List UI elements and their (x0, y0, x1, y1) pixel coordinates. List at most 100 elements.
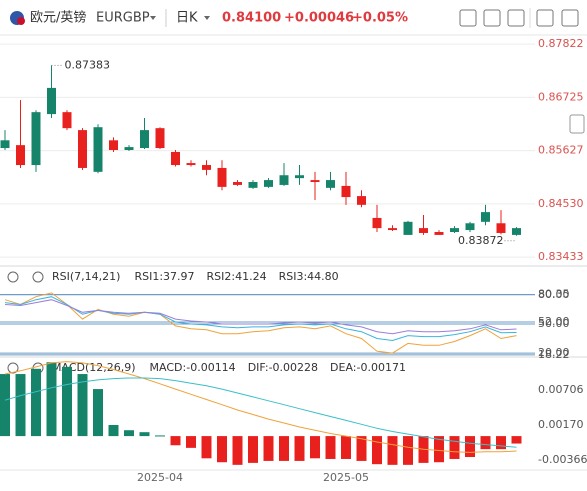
candle-body (233, 182, 242, 185)
low-label: 0.83872 (458, 234, 504, 247)
macd-bar (294, 436, 305, 461)
macd-bar (0, 374, 10, 437)
macd-bar (217, 436, 227, 463)
y-tick-label: 20.00 (538, 346, 570, 359)
candle-body (295, 175, 304, 179)
y-tick-label: 50.00 (538, 317, 570, 330)
candle-body (31, 112, 41, 166)
settings-icon[interactable] (561, 9, 579, 27)
candle-body (78, 130, 87, 168)
rsi-line (4, 292, 517, 354)
macd-line (4, 361, 517, 453)
candle-body (93, 127, 103, 172)
macd-bar (496, 436, 506, 450)
macd-bar (341, 436, 351, 459)
dropdown-caret[interactable] (204, 16, 210, 20)
macd-bar (31, 368, 41, 437)
flag-icon (17, 17, 25, 25)
indicator-title: MACD(12,26,9) (52, 361, 136, 374)
legend-entry: RSI1:37.97 (134, 270, 194, 283)
side-panel-toggle[interactable] (569, 114, 585, 134)
candle-body (419, 228, 428, 233)
macd-bar (124, 430, 134, 437)
candle-body (388, 228, 397, 231)
candle-body (171, 151, 180, 166)
y-tick-label: 80.35 (538, 287, 570, 300)
y-tick-label: 0.84530 (538, 197, 584, 210)
y-tick-label: 0.86725 (538, 90, 584, 103)
candle-body (512, 228, 521, 235)
y-tick-label: 0.87822 (538, 37, 584, 50)
macd-bar (279, 436, 289, 461)
macd-bar (15, 374, 26, 437)
macd-bar (480, 436, 491, 450)
candle-body (496, 223, 506, 233)
candle-body (217, 167, 227, 187)
macd-bar (201, 436, 212, 459)
legend-entry: DIF:-0.00228 (248, 361, 318, 374)
tool-icon[interactable] (483, 9, 501, 27)
period[interactable]: 日K (176, 11, 198, 26)
candle-body (202, 165, 211, 170)
candle-body (124, 147, 134, 150)
candle-body (403, 221, 413, 235)
macd-bar (46, 362, 57, 437)
macd-bar (449, 436, 460, 459)
header: 欧元/英镑 EURGBP 日K 0.84100 +0.00046 +0.05% (0, 8, 587, 36)
change-pct: +0.05% (352, 11, 408, 26)
macd-bar (403, 436, 413, 465)
macd-bar (62, 366, 72, 437)
macd-bar (186, 436, 196, 448)
price: 0.84100 (222, 11, 281, 26)
tool-icon[interactable] (459, 9, 477, 27)
candle-body (465, 223, 475, 231)
settings-icon[interactable] (32, 271, 44, 283)
candle-body (62, 112, 72, 129)
visibility-icon[interactable] (7, 271, 19, 283)
candle-body (0, 140, 10, 149)
symbol[interactable]: EURGBP (96, 11, 150, 26)
macd-bar (325, 436, 336, 459)
legend-entry: RSI2:41.24 (207, 270, 267, 283)
y-tick-label: 0.83433 (538, 250, 584, 263)
candle-body (264, 180, 273, 187)
candle-body (16, 145, 25, 166)
y-tick-label: -0.00366 (538, 453, 587, 466)
candle-body (155, 128, 165, 149)
fullscreen-icon[interactable] (536, 9, 554, 27)
candle-body (47, 87, 56, 115)
candle-body (434, 232, 444, 235)
candle-body (279, 175, 289, 185)
candle-body (481, 212, 490, 222)
macd-bar (155, 435, 165, 437)
rsi-line (4, 299, 517, 335)
macd-bar (93, 389, 103, 437)
y-tick-label: 80.00 (538, 288, 570, 301)
macd-bar (511, 436, 522, 444)
macd-bar (310, 436, 320, 459)
macd-bar (356, 436, 367, 461)
candle-body (341, 185, 351, 198)
x-tick-label: 2025-05 (323, 471, 369, 484)
macd-bar (108, 424, 119, 437)
macd-bar (387, 436, 398, 465)
tool-icon[interactable] (507, 9, 525, 27)
macd-bar (77, 374, 88, 437)
macd-bar (434, 436, 444, 463)
pair-name[interactable]: 欧元/英镑 (30, 10, 86, 26)
candle-body (326, 180, 335, 188)
rsi-line (4, 296, 517, 342)
y-tick-label: 0.00170 (538, 418, 584, 431)
macd-bar (465, 436, 475, 458)
candle-body (140, 130, 149, 149)
macd-bar (372, 436, 382, 465)
visibility-icon[interactable] (7, 362, 19, 374)
candle-body (357, 196, 366, 205)
legend-entry: RSI3:44.80 (279, 270, 339, 283)
dropdown-caret[interactable] (150, 16, 156, 20)
macd-bar (263, 436, 274, 461)
y-tick-label: 52.00 (538, 315, 570, 328)
candle-body (248, 182, 258, 188)
y-tick-label: 0.00706 (538, 383, 584, 396)
